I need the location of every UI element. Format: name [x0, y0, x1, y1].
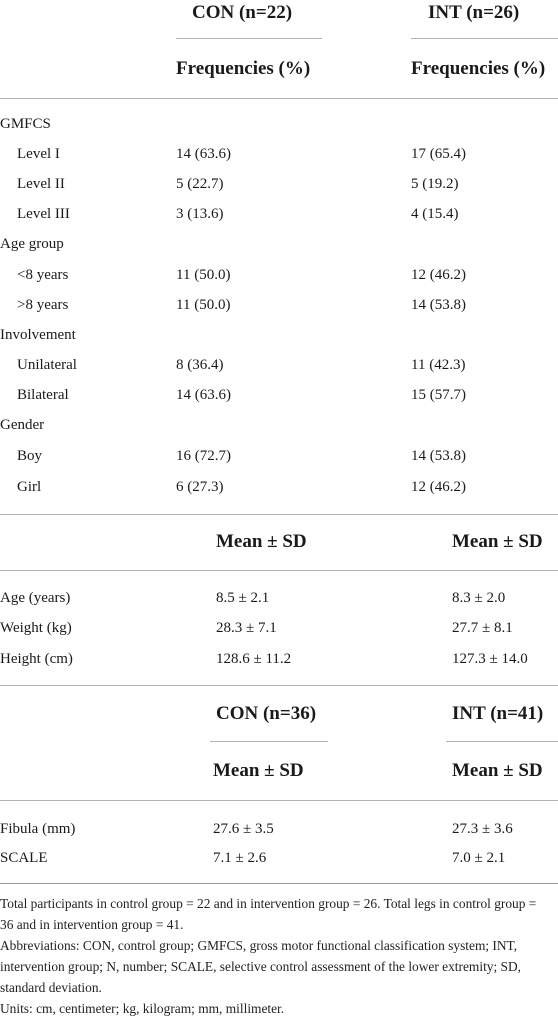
subheader-con: Mean ± SD	[213, 760, 304, 781]
row-label: Age group	[0, 236, 64, 252]
cell-con: 11 (50.0)	[176, 267, 231, 283]
cell-int: 12 (46.2)	[411, 267, 466, 283]
row-label: Age (years)	[0, 590, 71, 606]
row-label: >8 years	[17, 297, 69, 313]
section-divider	[0, 514, 558, 515]
footnote-totals: Total participants in control group = 22…	[0, 896, 537, 932]
cell-int: 14 (53.8)	[411, 448, 466, 464]
row-label: Weight (kg)	[0, 620, 72, 636]
cell-int: 7.0 ± 2.1	[452, 850, 506, 866]
cell-con: 14 (63.6)	[176, 387, 231, 403]
row-label: Involvement	[0, 327, 76, 343]
cell-int: 4 (15.4)	[411, 206, 459, 222]
table-bottom-rule	[0, 883, 558, 884]
cell-con: 8 (36.4)	[176, 357, 224, 373]
row-label: SCALE	[0, 850, 48, 866]
cell-con: 6 (27.3)	[176, 479, 224, 495]
cell-int: 14 (53.8)	[411, 297, 466, 313]
cell-int: 8.3 ± 2.0	[452, 590, 506, 606]
section-divider	[0, 685, 558, 686]
cell-con: 8.5 ± 2.1	[216, 590, 270, 606]
header-underline-con	[176, 38, 322, 39]
subheader-con: Frequencies (%)	[176, 58, 311, 79]
row-label: GMFCS	[0, 116, 51, 132]
row-label: Level I	[17, 146, 60, 162]
cell-int: 15 (57.7)	[411, 387, 466, 403]
cell-int: 17 (65.4)	[411, 146, 466, 162]
subheader-int: Mean ± SD	[452, 760, 543, 781]
row-label: Fibula (mm)	[0, 821, 76, 837]
row-label: <8 years	[17, 267, 69, 283]
row-label: Boy	[17, 448, 43, 464]
col-header-con: CON (n=36)	[216, 703, 317, 724]
subheader-int: Mean ± SD	[452, 531, 543, 552]
cell-int: 127.3 ± 14.0	[452, 651, 528, 667]
cell-con: 7.1 ± 2.6	[213, 850, 267, 866]
col-header-int: INT (n=41)	[452, 703, 544, 724]
footnote-abbreviations: Abbreviations: CON, control group; GMFCS…	[0, 938, 522, 995]
cell-con: 128.6 ± 11.2	[216, 651, 292, 667]
row-label: Level III	[17, 206, 70, 222]
cell-con: 16 (72.7)	[176, 448, 231, 464]
subheader-int: Frequencies (%)	[411, 58, 546, 79]
row-label: Girl	[17, 479, 42, 495]
cell-con: 11 (50.0)	[176, 297, 231, 313]
cell-int: 11 (42.3)	[411, 357, 466, 373]
row-label: Gender	[0, 417, 45, 433]
header-underline-int	[411, 38, 558, 39]
cell-con: 14 (63.6)	[176, 146, 231, 162]
row-label: Level II	[17, 176, 65, 192]
footnote-units: Units: cm, centimeter; kg, kilogram; mm,…	[0, 1001, 285, 1016]
row-label: Unilateral	[17, 357, 77, 373]
cell-int: 12 (46.2)	[411, 479, 466, 495]
header-underline-con	[210, 741, 328, 742]
cell-con: 5 (22.7)	[176, 176, 224, 192]
cell-int: 5 (19.2)	[411, 176, 459, 192]
cell-con: 28.3 ± 7.1	[216, 620, 277, 636]
subheader-con: Mean ± SD	[216, 531, 307, 552]
table-footnotes: Total participants in control group = 22…	[0, 893, 552, 1019]
header-underline-int	[446, 741, 558, 742]
col-header-int: INT (n=26)	[428, 2, 520, 23]
cell-con: 3 (13.6)	[176, 206, 224, 222]
section-divider	[0, 570, 558, 571]
section-divider	[0, 800, 558, 801]
cell-int: 27.7 ± 8.1	[452, 620, 513, 636]
cell-con: 27.6 ± 3.5	[213, 821, 274, 837]
cell-int: 27.3 ± 3.6	[452, 821, 513, 837]
col-header-con: CON (n=22)	[192, 2, 293, 23]
section-divider	[0, 98, 558, 99]
row-label: Height (cm)	[0, 651, 73, 667]
row-label: Bilateral	[17, 387, 69, 403]
